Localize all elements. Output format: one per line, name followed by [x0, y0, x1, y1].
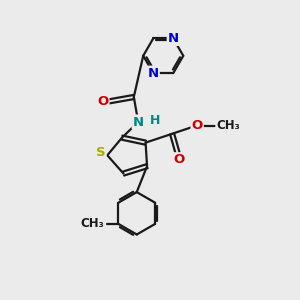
Text: O: O: [97, 95, 109, 108]
Text: CH₃: CH₃: [80, 218, 104, 230]
Text: O: O: [191, 119, 203, 132]
Text: O: O: [174, 153, 185, 166]
Text: S: S: [96, 146, 106, 159]
Text: CH₃: CH₃: [216, 119, 240, 132]
Text: N: N: [133, 116, 144, 128]
Text: N: N: [148, 67, 159, 80]
Text: H: H: [149, 114, 160, 127]
Text: N: N: [168, 32, 179, 45]
